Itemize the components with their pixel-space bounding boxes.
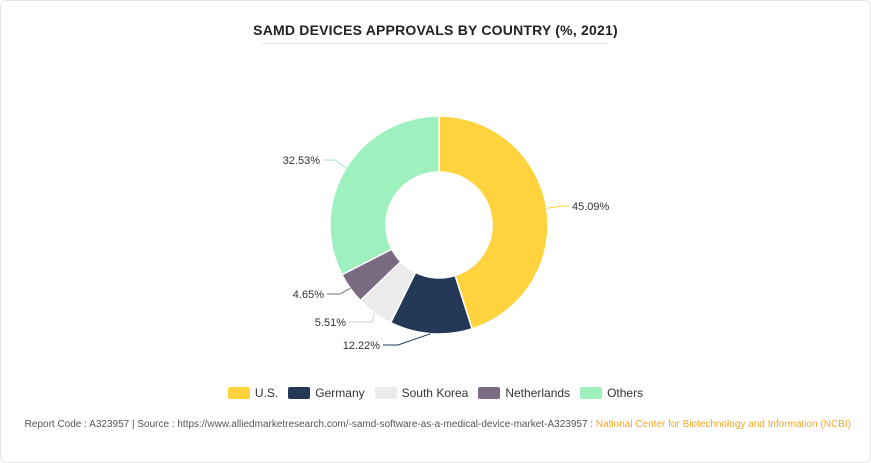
legend-label-netherlands: Netherlands — [505, 386, 571, 400]
legend-swatch-south-korea — [374, 387, 397, 399]
data-label-netherlands: 4.65% — [293, 289, 324, 301]
leader-line-germany — [383, 333, 431, 346]
leader-line-others — [323, 159, 347, 169]
slice-us[interactable] — [438, 115, 549, 330]
data-label-us: 45.09% — [572, 201, 610, 213]
legend-label-germany: Germany — [315, 386, 365, 400]
footer: Report Code : A323957 | Source : https:/… — [11, 415, 851, 434]
legend-label-south-korea: South Korea — [401, 386, 469, 400]
legend-label-others: Others — [607, 386, 644, 400]
legend-label-us: U.S. — [254, 386, 279, 400]
leader-line-netherlands — [327, 287, 351, 295]
legend-swatch-germany — [288, 387, 311, 399]
data-label-south-korea: 5.51% — [315, 317, 346, 329]
data-label-germany: 12.22% — [343, 340, 381, 352]
footer-source-link[interactable]: National Center for Biotechnology and In… — [595, 419, 851, 430]
leader-line-south-korea — [349, 312, 376, 323]
legend-swatch-us — [227, 387, 250, 399]
chart-title: SAMD DEVICES APPROVALS BY COUNTRY (%, 20… — [253, 22, 618, 38]
slice-others[interactable] — [329, 115, 440, 276]
legend-item-us[interactable]: U.S. — [227, 386, 279, 400]
leader-line-us — [546, 205, 569, 209]
chart-legend: U.S. Germany South Korea Netherlands Oth… — [0, 386, 871, 400]
legend-item-germany[interactable]: Germany — [288, 386, 365, 400]
legend-item-south-korea[interactable]: South Korea — [374, 386, 469, 400]
footer-text: Report Code : A323957 | Source : https:/… — [24, 419, 596, 430]
legend-item-netherlands[interactable]: Netherlands — [478, 386, 570, 400]
data-label-others: 32.53% — [283, 155, 321, 167]
legend-swatch-netherlands — [478, 387, 501, 399]
title-underline — [262, 43, 609, 44]
legend-item-others[interactable]: Others — [580, 386, 643, 400]
legend-swatch-others — [580, 387, 603, 399]
